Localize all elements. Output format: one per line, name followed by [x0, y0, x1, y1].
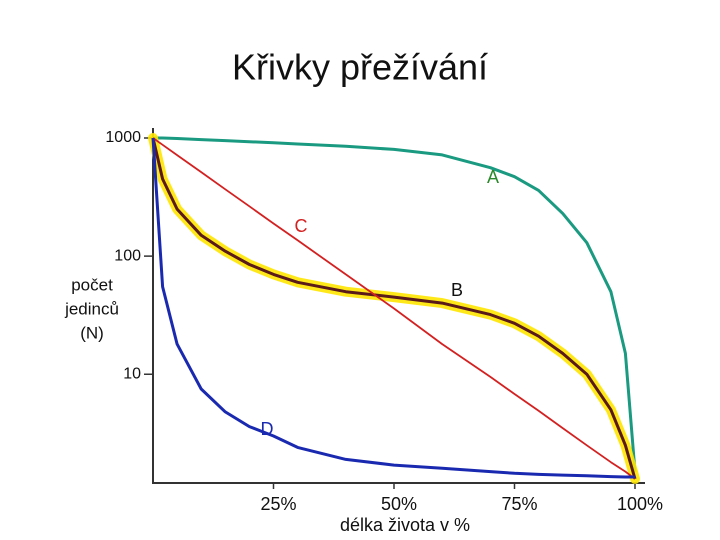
- series-label: B: [451, 280, 463, 300]
- y-axis-label: (N): [80, 323, 104, 342]
- y-axis-label: počet: [71, 275, 113, 294]
- series-label: D: [261, 419, 274, 439]
- series-label: C: [295, 216, 308, 236]
- line: [151, 137, 637, 480]
- x-axis-label: délka života v %: [340, 515, 470, 535]
- x-tick-label: 50%: [381, 494, 417, 514]
- chart-title: Křivky přežívání: [232, 47, 488, 88]
- x-tick-label: 100%: [617, 494, 663, 514]
- y-tick-label: 1000: [105, 129, 141, 146]
- line: [151, 137, 635, 479]
- series-label: A: [487, 167, 499, 187]
- y-tick-label: 10: [123, 365, 141, 382]
- line: [153, 136, 637, 472]
- y-axis-label: jedinců: [64, 299, 119, 318]
- y-tick-label: 100: [114, 247, 141, 264]
- line: [152, 137, 636, 480]
- x-tick-label: 25%: [260, 494, 296, 514]
- x-tick-label: 75%: [501, 494, 537, 514]
